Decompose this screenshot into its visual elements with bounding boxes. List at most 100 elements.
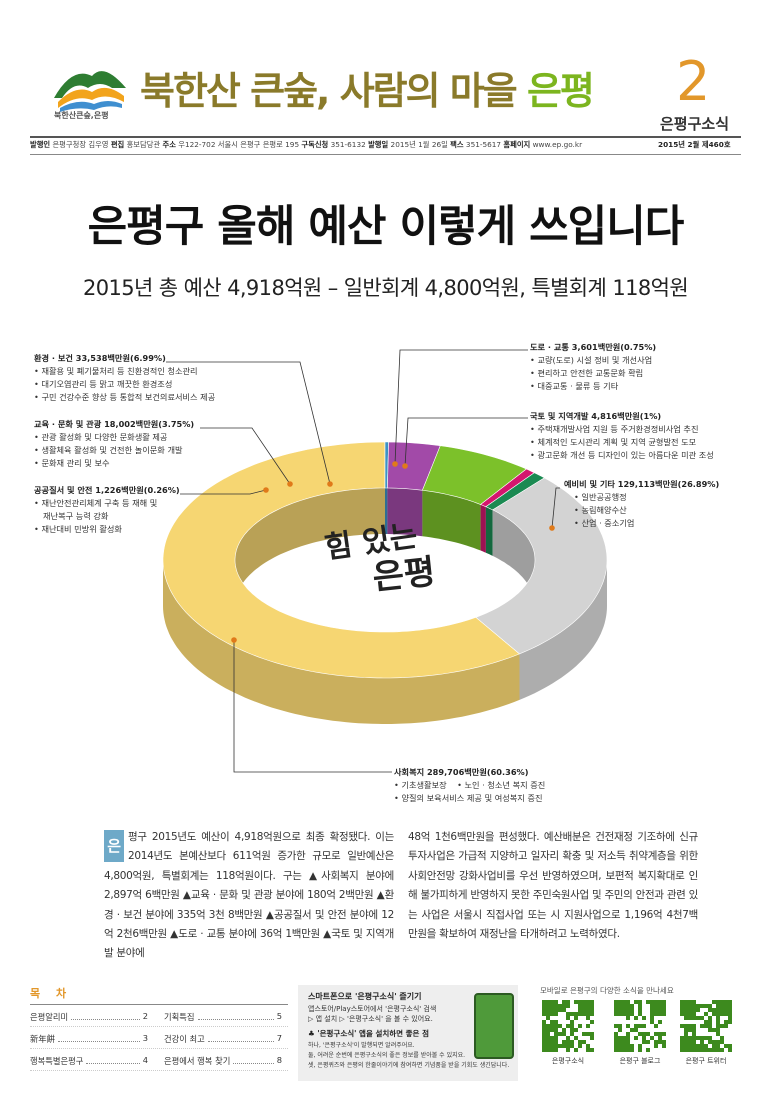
toc-row: 新年餠 3 건강이 최고 7 xyxy=(30,1027,288,1049)
app-promo-line: ▷ 앱 설치 ▷ '은평구소식' 을 볼 수 있어요. xyxy=(308,1015,433,1023)
toc-entry-page: 7 xyxy=(276,1033,282,1043)
donut-inner-wall xyxy=(387,488,423,537)
toc-heading: 목 차 xyxy=(30,985,288,1005)
app-benefit-line: 하나, '은평구소식'이 발행되면 알려주어요. xyxy=(308,1042,415,1049)
label-welfare-item: • 기초생활보장 xyxy=(394,780,447,790)
label-welfare-item: • 노인 · 청소년 복지 증진 xyxy=(457,780,546,790)
toc-leader xyxy=(233,1055,274,1064)
toc-entry-page: 8 xyxy=(276,1055,282,1065)
donut-outer-wall xyxy=(163,560,520,724)
toc-entry-page: 2 xyxy=(142,1011,148,1021)
leader-dot xyxy=(549,525,555,531)
toc-entry-title: 행복특별은평구 xyxy=(30,1056,84,1066)
label-welfare-title: 사회복지 289,706백만원(60.36%) xyxy=(394,767,529,777)
app-promo-line: 앱스토어/Play스토어에서 '은평구소식' 검색 xyxy=(308,1005,437,1013)
slogan-accent: 은평 xyxy=(526,69,595,113)
article-column-1: 은 평구 2015년도 예산이 4,918억원으로 최종 확정됐다. 이는 201… xyxy=(104,828,394,964)
label-development-title: 국토 및 지역개발 4,816백만원(1%) xyxy=(530,411,662,421)
toc-entry[interactable]: 은평알리미 2 xyxy=(30,1011,148,1023)
mountain-logo-icon xyxy=(54,71,126,112)
label-safety-item: 재난대비 민방위 활성화 xyxy=(34,523,180,536)
meta-key: 발행일 xyxy=(368,140,389,149)
label-development-item: 체계적인 도시관리 계획 및 지역 균형발전 도모 xyxy=(530,436,714,449)
label-reserve-item: 농림해양수산 xyxy=(564,504,719,517)
leader-dot xyxy=(287,481,293,487)
toc-entry[interactable]: 건강이 최고 7 xyxy=(164,1033,282,1045)
qr-code-icon[interactable] xyxy=(614,1000,666,1052)
slogan-main: 북한산 큰숲, 사람의 마을 xyxy=(140,69,527,113)
center-slogan-2: 은평 xyxy=(371,552,437,598)
toc-entry-title: 은평알리미 xyxy=(30,1012,69,1022)
label-transport-item: 편리하고 안전한 교통문화 확립 xyxy=(530,367,656,380)
donut-inner-wall xyxy=(492,509,535,606)
label-culture: 교육 · 문화 및 관광 18,002백만원(3.75%) 관광 활성화 및 다… xyxy=(34,418,194,470)
toc-leader xyxy=(71,1011,140,1020)
label-safety-item-cont: 재난복구 능력 강화 xyxy=(43,511,109,521)
sns-caption: 모바일로 은평구의 다양한 소식을 만나세요 xyxy=(540,986,674,995)
leader-line xyxy=(404,417,528,467)
toc-entry-title: 新年餠 xyxy=(30,1034,55,1044)
app-benefit-line: 둘, 어려운 순번에 은평구소식의 좋은 정보를 받아볼 수 있지요. xyxy=(308,1052,466,1059)
label-environment: 환경 · 보건 33,538백만원(6.99%) 재활용 및 폐기물처리 등 친… xyxy=(34,352,215,404)
donut-inner-wall xyxy=(235,488,385,606)
meta-key: 편집 xyxy=(110,140,125,149)
label-reserve-item: 산업 · 중소기업 xyxy=(564,517,719,530)
label-culture-item: 문화재 관리 및 보수 xyxy=(34,457,194,470)
leader-line xyxy=(233,640,392,773)
toc-entry[interactable]: 기획특집 5 xyxy=(164,1011,282,1023)
meta-key: 구독신청 xyxy=(301,140,329,149)
meta-key: 팩스 xyxy=(450,140,464,149)
toc-entry-title: 은평에서 행복 찾기 xyxy=(164,1056,231,1066)
label-transport-item: 대중교통 · 물류 등 기타 xyxy=(530,380,656,393)
district-logo: 북한산큰숲,은평 xyxy=(52,58,128,122)
qr-code-icon[interactable] xyxy=(542,1000,594,1052)
meta-value: 351-6132 xyxy=(330,140,366,149)
label-environment-item: 대기오염관리 등 맑고 깨끗한 환경조성 xyxy=(34,378,215,391)
toc-entry-title: 건강이 최고 xyxy=(164,1034,205,1044)
label-welfare: 사회복지 289,706백만원(60.36%) • 기초생활보장 • 노인 · … xyxy=(394,766,545,805)
qr-code-label: 은평구소식 xyxy=(551,1057,585,1065)
leader-dot xyxy=(327,481,333,487)
meta-value: 351-5617 xyxy=(465,140,502,149)
qr-code-label: 은평구 트위터 xyxy=(685,1057,727,1065)
leader-dot xyxy=(402,463,408,469)
label-environment-item: 재활용 및 폐기물처리 등 친환경적인 청소관리 xyxy=(34,365,215,378)
donut-outer-wall xyxy=(519,560,607,700)
header-rule xyxy=(30,136,741,138)
leader-line xyxy=(394,349,528,465)
leader-dot xyxy=(392,461,398,467)
toc-entry[interactable]: 행복특별은평구 4 xyxy=(30,1055,148,1067)
leader-line xyxy=(551,487,560,529)
issue-number: 2 xyxy=(676,50,711,113)
meta-value: www.ep.go.kr xyxy=(532,140,583,149)
toc-entry-page: 3 xyxy=(142,1033,148,1043)
donut-inner-wall xyxy=(485,506,493,556)
donut-inner-wall xyxy=(422,490,481,551)
meta-value: 우122-702 서울시 은평구 은평로 195 xyxy=(178,140,300,149)
toc-leader xyxy=(86,1055,140,1064)
smartphone-icon xyxy=(474,993,514,1059)
label-reserve: 예비비 및 기타 129,113백만원(26.89%) 일반공공행정 농림해양수… xyxy=(564,478,719,530)
meta-key: 홈페이지 xyxy=(503,140,531,149)
toc-rows: 은평알리미 2 기획특집 5 新年餠 3 건강이 최고 7 행복특별은평구 4 은평에서 행복 찾기… xyxy=(30,1005,288,1071)
leader-line xyxy=(166,361,331,485)
toc-leader xyxy=(197,1011,274,1020)
label-development-item: 광고문화 개선 등 디자인이 있는 아름다운 미관 조성 xyxy=(530,449,713,462)
toc-leader xyxy=(57,1033,140,1042)
donut-inner-wall xyxy=(480,504,486,553)
toc-entry[interactable]: 新年餠 3 xyxy=(30,1033,148,1045)
header-rule-bottom xyxy=(30,154,741,155)
qr-code-icon[interactable] xyxy=(680,1000,732,1052)
label-culture-item: 생활체육 활성화 및 건전한 놀이문화 개발 xyxy=(34,444,194,457)
publisher-info: 발행인 은평구청장 김우영 편집 홍보담당관 주소 우122-702 서울시 은… xyxy=(30,140,582,150)
label-safety-title: 공공질서 및 안전 1,226백만원(0.26%) xyxy=(34,485,180,495)
toc-entry[interactable]: 은평에서 행복 찾기 8 xyxy=(164,1055,282,1067)
toc-entry-page: 4 xyxy=(142,1055,148,1065)
label-welfare-row: • 기초생활보장 • 노인 · 청소년 복지 증진 xyxy=(394,779,545,792)
leader-line xyxy=(200,427,291,485)
label-transport: 도로 · 교통 3,601백만원(0.75%) 교량(도로) 시설 정비 및 개… xyxy=(530,341,656,393)
app-benefit-line: 셋, 은평퀴즈와 은평의 한줄이야기에 참여하면 기념품을 받을 기회도 생긴답… xyxy=(308,1062,510,1069)
label-reserve-title: 예비비 및 기타 129,113백만원(26.89%) xyxy=(564,479,720,489)
label-transport-title: 도로 · 교통 3,601백만원(0.75%) xyxy=(530,342,657,352)
meta-key: 주소 xyxy=(162,140,176,149)
